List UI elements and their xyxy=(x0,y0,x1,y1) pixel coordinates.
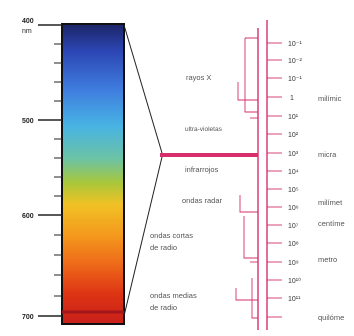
tick-600: 600 xyxy=(22,213,34,220)
region-label-xrays: rayos X xyxy=(186,73,211,82)
exponent-label: 10⁸ xyxy=(288,241,299,248)
region-label-mediumwave: ondas medias de radio xyxy=(150,291,199,312)
unit-label-meter: metro xyxy=(318,255,337,264)
exponent-label: 10⁻² xyxy=(288,58,302,65)
unit-label-kilometer: quilóme xyxy=(318,313,344,322)
tick-400-unit: nm xyxy=(22,28,32,35)
exponent-label: 10⁻¹ xyxy=(288,76,302,83)
exponent-label: 10³ xyxy=(288,151,299,158)
exponent-label: 1 xyxy=(290,95,294,102)
exponent-label: 10⁵ xyxy=(288,187,299,194)
exponent-label: 10¹¹ xyxy=(288,296,301,303)
region-label-shortwave: ondas cortas de radio xyxy=(150,231,195,252)
mediumwave-line: de radio xyxy=(150,303,177,312)
exponent-label: 10² xyxy=(288,132,299,139)
tick-700: 700 xyxy=(22,314,34,321)
exponent-label: 10¹ xyxy=(288,114,299,121)
exponent-label: 10⁴ xyxy=(288,169,299,176)
unit-label-millimeter: milímet xyxy=(318,198,343,207)
nm-scale xyxy=(38,24,62,317)
tick-500: 500 xyxy=(22,118,34,125)
mediumwave-line: ondas medias xyxy=(150,291,197,300)
unit-label-millimicron: milímic xyxy=(318,94,342,103)
region-label-infrared: infrarrojos xyxy=(185,165,219,174)
tick-400: 400 xyxy=(22,18,34,25)
exponent-label: 10⁻¹ xyxy=(288,41,302,48)
fan-line-bottom xyxy=(123,156,163,317)
exponent-ticks xyxy=(267,42,282,318)
shortwave-line: ondas cortas xyxy=(150,231,193,240)
exponent-label: 10¹⁰ xyxy=(288,277,301,285)
shortwave-line: de radio xyxy=(150,243,177,252)
unit-label-centimeter: centíme xyxy=(318,219,345,228)
region-label-ultraviolet: ultra-violetas xyxy=(185,126,223,133)
exponent-label: 10⁷ xyxy=(288,223,299,230)
region-brackets xyxy=(235,37,258,319)
exponent-label: 10⁶ xyxy=(288,205,299,212)
unit-label-micron: micra xyxy=(318,150,337,159)
visible-spectrum-bar xyxy=(61,23,125,325)
region-label-radar: ondas radar xyxy=(182,196,223,205)
exponent-label: 10⁹ xyxy=(288,260,299,267)
fan-line-top xyxy=(123,24,163,154)
